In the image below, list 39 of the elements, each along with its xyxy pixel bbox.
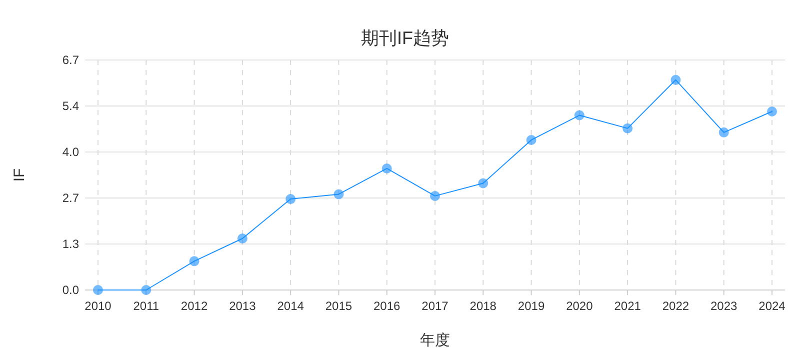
x-tick-label: 2015 [325,299,352,313]
x-tick-label: 2013 [229,299,256,313]
point [526,134,536,145]
x-tick-label: 2018 [470,299,497,313]
point [237,234,248,244]
point [622,123,633,134]
x-tick-label: 2021 [614,299,642,313]
point [141,285,152,295]
x-tick-label: 2016 [374,299,401,313]
x-tick-label: 2020 [566,299,594,313]
x-axis-title: 年度 [420,332,450,349]
point [670,74,681,85]
point [430,190,440,201]
y-tick-label: 6.7 [62,53,80,67]
point [382,163,392,174]
point [334,189,344,200]
x-tick-label: 2024 [758,299,786,313]
y-axis-title: IF [11,168,28,182]
chart-title: 期刊IF趋势 [361,28,449,48]
x-tick-label: 2011 [133,299,160,313]
x-tick-label: 2023 [710,299,738,313]
point [574,110,584,120]
point [189,256,200,266]
y-tick-label: 4.0 [62,145,80,159]
x-tick-label: 2010 [84,299,112,313]
x-tick-label: 2019 [518,299,545,313]
point [718,127,729,138]
point [286,194,296,204]
x-tick-label: 2022 [662,299,690,313]
point [478,178,488,188]
y-tick-label: 0.0 [62,283,80,297]
point [93,285,103,295]
point [767,106,777,116]
x-tick-label: 2014 [277,299,304,313]
y-tick-label: 1.3 [62,237,80,251]
x-tick-label: 2012 [180,299,208,313]
x-tick-label: 2017 [422,299,449,313]
y-tick-label: 5.4 [62,99,80,113]
y-tick-label: 2.7 [62,191,80,205]
